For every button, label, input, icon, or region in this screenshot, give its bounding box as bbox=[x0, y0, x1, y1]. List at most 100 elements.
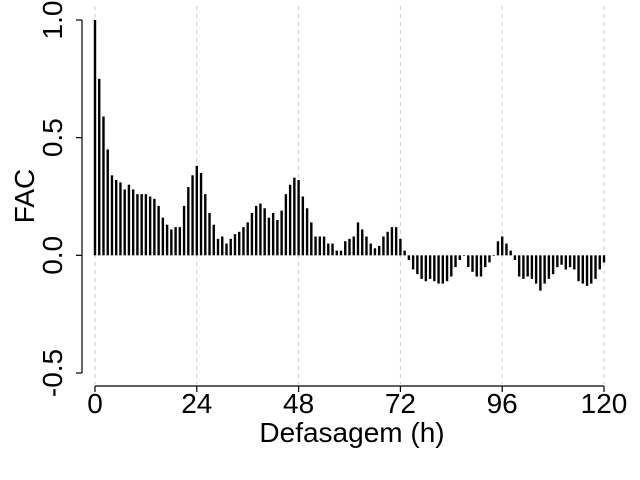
acf-bar bbox=[305, 208, 309, 256]
acf-bar bbox=[564, 255, 568, 270]
acf-bar bbox=[356, 222, 360, 256]
acf-bar bbox=[242, 227, 245, 256]
acf-bar bbox=[428, 255, 432, 279]
acf-bar bbox=[293, 177, 296, 256]
acf-bar bbox=[267, 217, 271, 256]
acf-bar bbox=[390, 227, 394, 256]
acf-bar bbox=[373, 248, 377, 256]
acf-bar bbox=[335, 250, 338, 256]
acf-bar bbox=[407, 255, 411, 261]
acf-bar bbox=[288, 184, 292, 256]
acf-bar bbox=[348, 238, 351, 256]
acf-bar bbox=[225, 243, 228, 256]
y-tick-label: 0.5 bbox=[37, 118, 68, 157]
acf-bar bbox=[110, 175, 114, 256]
acf-bar bbox=[221, 236, 224, 256]
acf-bar bbox=[263, 208, 266, 256]
acf-bar bbox=[386, 231, 389, 256]
acf-bar bbox=[369, 243, 372, 256]
acf-bar bbox=[157, 205, 160, 256]
y-axis-title: FAC bbox=[9, 169, 40, 223]
acf-bar bbox=[517, 255, 521, 277]
acf-bar bbox=[246, 222, 249, 256]
acf-bar bbox=[577, 255, 580, 282]
acf-bar bbox=[216, 238, 220, 256]
axis-layer bbox=[81, 20, 604, 387]
acf-bar bbox=[344, 241, 347, 256]
acf-bar bbox=[394, 227, 398, 256]
acf-bar bbox=[467, 255, 470, 268]
acf-bar bbox=[284, 194, 288, 256]
acf-bar bbox=[530, 255, 534, 279]
acf-bar bbox=[301, 196, 305, 256]
acf-bar bbox=[573, 255, 576, 270]
acf-bar bbox=[208, 212, 211, 256]
acf-bar bbox=[416, 255, 419, 275]
acf-bar bbox=[161, 217, 165, 256]
acf-bar bbox=[174, 227, 177, 256]
acf-bar bbox=[399, 238, 402, 256]
acf-bar bbox=[131, 189, 135, 256]
acf-bar bbox=[271, 212, 275, 256]
acf-bar bbox=[602, 255, 606, 263]
acf-bar bbox=[441, 255, 445, 284]
y-tick-label: -0.5 bbox=[37, 349, 68, 397]
acf-bar bbox=[365, 236, 368, 256]
acf-bar bbox=[191, 175, 194, 256]
acf-bar bbox=[556, 255, 559, 268]
acf-bar bbox=[454, 255, 457, 268]
bar-layer bbox=[93, 20, 606, 291]
acf-bar bbox=[590, 255, 593, 284]
acf-bar bbox=[509, 250, 512, 256]
acf-bar bbox=[178, 227, 182, 256]
acf-bar bbox=[165, 224, 169, 256]
acf-bar bbox=[484, 255, 487, 268]
acf-bar bbox=[170, 229, 173, 256]
acf-bar bbox=[119, 182, 122, 256]
x-tick-label: 48 bbox=[283, 388, 314, 419]
acf-bar bbox=[250, 212, 254, 256]
acf-bar bbox=[115, 180, 118, 256]
acf-bar bbox=[471, 255, 474, 272]
acf-bar bbox=[560, 255, 563, 265]
acf-bar bbox=[522, 255, 525, 279]
acf-bar bbox=[475, 255, 478, 277]
acf-bar bbox=[259, 203, 262, 256]
acf-bar bbox=[598, 255, 601, 270]
acf-bar bbox=[539, 255, 542, 291]
acf-bar bbox=[238, 231, 241, 256]
acf-bar bbox=[339, 250, 343, 256]
acf-bar bbox=[437, 255, 440, 284]
x-tick-label: 0 bbox=[87, 388, 103, 419]
acf-bar bbox=[187, 187, 190, 256]
acf-bar bbox=[127, 184, 131, 256]
y-tick-label: 1.0 bbox=[37, 1, 68, 40]
acf-bar bbox=[102, 116, 105, 256]
acf-bar bbox=[581, 255, 584, 284]
acf-bar bbox=[450, 255, 453, 277]
acf-bar bbox=[212, 224, 215, 256]
acf-bar bbox=[568, 255, 572, 268]
acf-bar bbox=[318, 236, 322, 256]
acf-bar bbox=[492, 255, 495, 256]
acf-bar bbox=[297, 180, 300, 256]
x-tick-label: 96 bbox=[487, 388, 518, 419]
acf-bar bbox=[254, 205, 258, 256]
acf-bar bbox=[551, 255, 555, 275]
acf-bar bbox=[140, 194, 143, 256]
acf-bar bbox=[547, 255, 551, 279]
acf-bar bbox=[420, 255, 423, 279]
acf-bar bbox=[280, 210, 283, 256]
acf-bar bbox=[543, 255, 546, 284]
acf-bar bbox=[276, 220, 279, 256]
acf-bar bbox=[479, 255, 483, 277]
acf-bar bbox=[233, 234, 237, 256]
x-tick-label: 72 bbox=[385, 388, 416, 419]
acf-bar bbox=[229, 238, 232, 256]
acf-bar bbox=[327, 243, 330, 256]
acf-bar bbox=[310, 222, 313, 256]
acf-bar bbox=[153, 198, 156, 256]
acf-bar bbox=[136, 194, 139, 256]
acf-bar bbox=[594, 255, 597, 279]
acf-bar bbox=[505, 243, 508, 256]
